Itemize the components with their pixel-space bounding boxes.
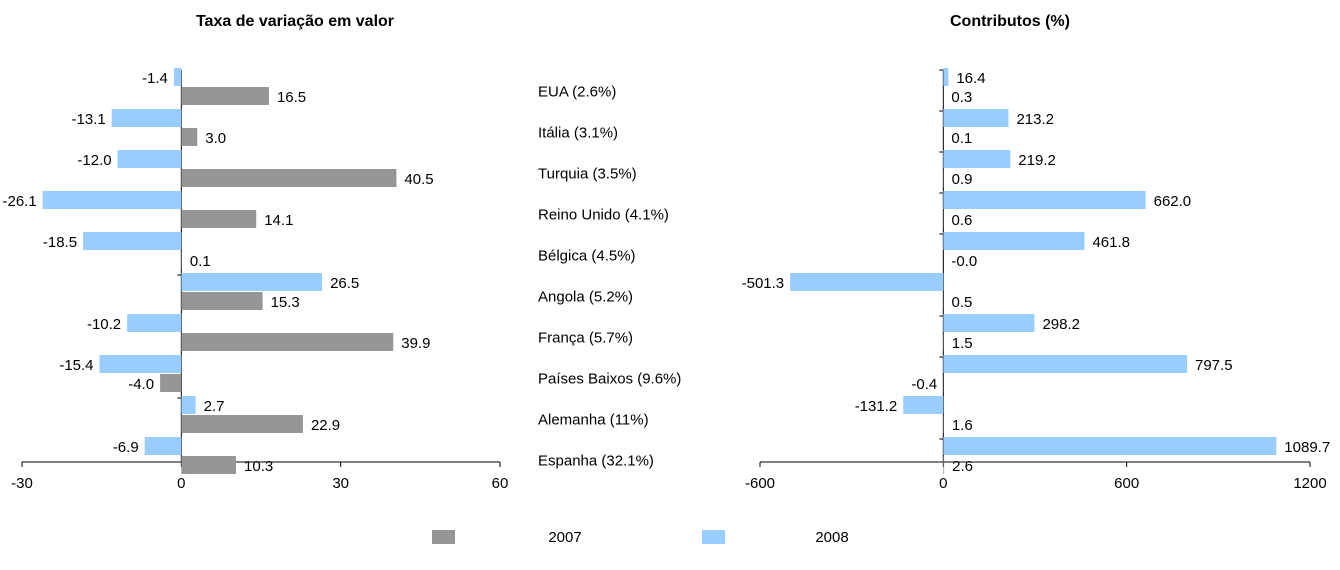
category-label: França (5.7%) [538,329,633,346]
bar [943,456,945,474]
category-label: Angola (5.2%) [538,288,633,305]
category-label: Reino Unido (4.1%) [538,206,669,223]
bar [181,456,237,474]
bar [99,355,182,373]
data-label: -10.2 [87,316,121,333]
data-label: 2.7 [204,398,225,415]
data-label: 0.9 [952,171,973,188]
bar [83,232,182,250]
bar [181,396,196,414]
data-label: 461.8 [1092,234,1130,251]
data-label: 16.4 [956,70,985,87]
data-label: 1089.7 [1284,439,1330,456]
data-label: 1.5 [952,335,973,352]
data-label: 0.1 [190,253,211,270]
data-label: 10.3 [244,458,273,475]
bar [943,150,1011,168]
x-tick-label: 0 [939,475,947,492]
category-label: Países Baixos (9.6%) [538,370,681,387]
data-label: -13.1 [72,111,106,128]
data-label: 0.6 [952,212,973,229]
x-tick-label: 60 [492,475,509,492]
bar [181,210,257,228]
bar [144,437,182,455]
data-label: 0.3 [951,89,972,106]
bar [943,232,1085,250]
data-label: 40.5 [404,171,433,188]
x-tick-label: -30 [11,475,33,492]
data-label: 0.5 [951,294,972,311]
data-label: -0.4 [911,376,937,393]
bar [111,109,182,127]
legend-label: 2007 [548,529,581,546]
bar [181,251,182,269]
bar [42,191,182,209]
data-label: 662.0 [1154,193,1192,210]
bar [181,415,303,433]
bar [127,314,182,332]
bar [943,437,1277,455]
data-label: 16.5 [277,89,306,106]
category-label: Alemanha (11%) [538,411,649,428]
legend-swatch [432,530,455,544]
bar [181,169,397,187]
bar [160,374,182,392]
data-label: 22.9 [311,417,340,434]
bar [943,191,1146,209]
bar [943,109,1009,127]
data-label: -0.0 [951,253,977,270]
x-tick-label: 0 [177,475,185,492]
data-label: 3.0 [205,130,226,147]
data-label: 0.1 [951,130,972,147]
legend-swatch [702,530,725,544]
data-label: 298.2 [1042,316,1080,333]
chart-title: Contributos (%) [950,13,1070,30]
legend-label: 2008 [815,529,848,546]
data-label: 26.5 [330,275,359,292]
data-label: 1.6 [952,417,973,434]
category-label: Espanha (32.1%) [538,452,654,469]
data-label: -12.0 [77,152,111,169]
category-label: EUA (2.6%) [538,83,616,100]
chart-title: Taxa de variação em valor [196,13,394,30]
bar [181,273,323,291]
x-tick-label: 30 [332,475,349,492]
data-label: 797.5 [1195,357,1233,374]
data-label: 213.2 [1016,111,1054,128]
x-tick-label: 600 [1114,475,1139,492]
bar [943,68,949,86]
bar [181,87,269,105]
data-label: -18.5 [43,234,77,251]
bar [181,128,198,146]
data-label: 15.3 [271,294,300,311]
data-label: -6.9 [113,439,139,456]
bar [943,355,1188,373]
bar [943,314,1035,332]
category-label: Bélgica (4.5%) [538,247,636,264]
data-label: -4.0 [128,376,154,393]
x-tick-label: 1200 [1293,475,1326,492]
data-label: -15.4 [59,357,93,374]
bar [181,333,394,351]
data-label: 2.6 [952,458,973,475]
data-label: 14.1 [264,212,293,229]
x-tick-label: -600 [745,475,775,492]
data-label: -1.4 [142,70,168,87]
bar [903,396,944,414]
bar [181,292,263,310]
bar [790,273,944,291]
category-label: Turquia (3.5%) [538,165,637,182]
bar [117,150,182,168]
data-label: -501.3 [742,275,785,292]
data-label: 219.2 [1018,152,1056,169]
bar [173,68,182,86]
data-label: -131.2 [855,398,898,415]
category-label: Itália (3.1%) [538,124,618,141]
data-label: -26.1 [3,193,37,210]
data-label: 39.9 [401,335,430,352]
